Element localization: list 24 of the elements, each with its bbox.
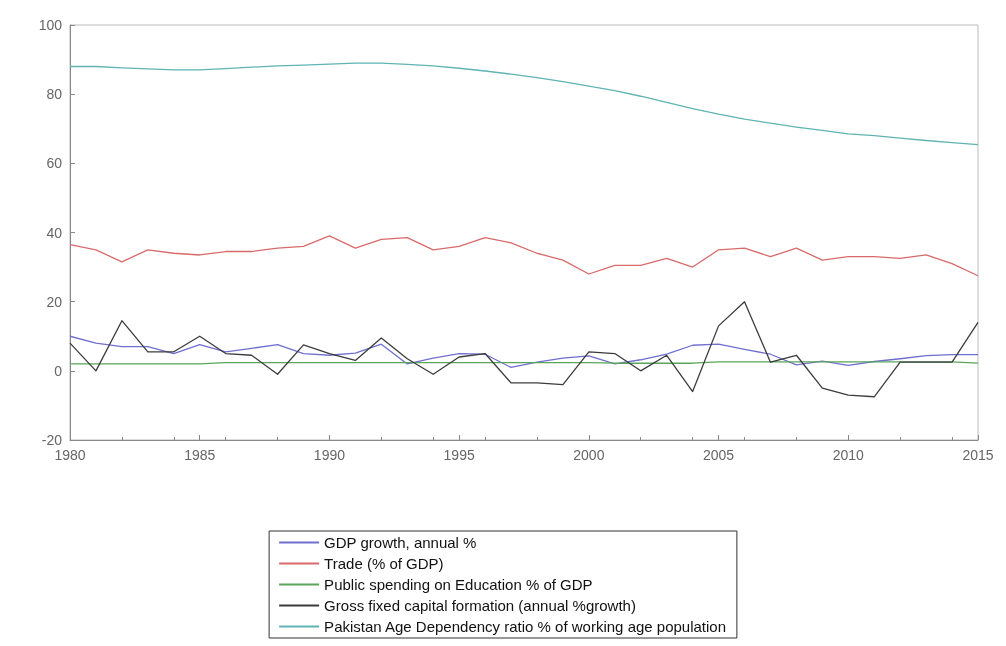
x-tick-label: 2015 — [962, 447, 994, 463]
x-tick-label: 2005 — [702, 447, 735, 463]
y-tick-label: 40 — [46, 224, 63, 241]
line-series — [69, 62, 979, 146]
legend-label: Gross fixed capital formation (annual %growth) — [324, 597, 636, 614]
y-tick-label: 60 — [46, 155, 63, 172]
legend-label: GDP growth, annual % — [324, 534, 477, 551]
x-tick-label: 1985 — [184, 447, 216, 463]
x-tick-label: 1980 — [54, 447, 86, 463]
line-series — [69, 301, 979, 398]
x-tick-label: 2000 — [573, 447, 605, 463]
y-tick-label: 100 — [38, 17, 63, 33]
legend-label: Public spending on Education % of GDP — [324, 576, 593, 593]
x-tick-label: 1990 — [313, 447, 346, 463]
y-tick-label: -20 — [41, 432, 63, 448]
line-series — [69, 235, 979, 277]
y-tick-label: 20 — [46, 293, 63, 310]
legend-label: Pakistan Age Dependency ratio % of working age population — [324, 618, 727, 635]
x-tick-label: 1995 — [443, 447, 475, 463]
line-series — [69, 335, 979, 369]
y-tick-label: 0 — [54, 362, 63, 379]
y-tick-label: 80 — [46, 86, 63, 103]
x-tick-label: 2010 — [832, 447, 865, 463]
legend-label: Trade (% of GDP) — [324, 555, 444, 572]
